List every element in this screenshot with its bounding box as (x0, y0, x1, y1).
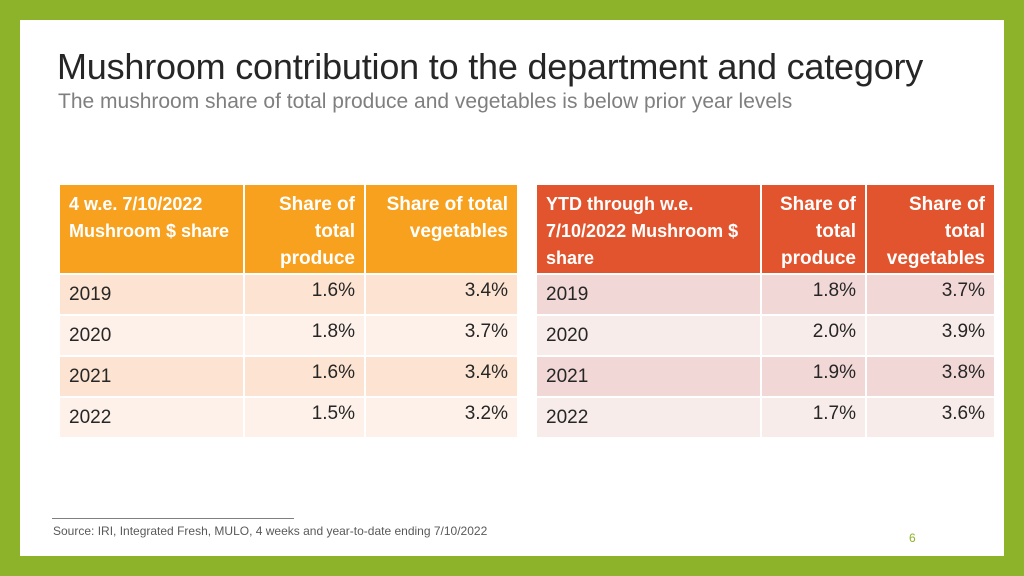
row-year: 2022 (60, 398, 243, 437)
table-row: 2019 1.6% 3.4% (60, 275, 517, 314)
table-header-row: YTD through w.e. 7/10/2022 Mushroom $ sh… (537, 185, 994, 273)
row-share-produce: 1.8% (762, 275, 865, 314)
header-share-produce: Share of total produce (245, 185, 364, 273)
four-week-share-table: 4 w.e. 7/10/2022 Mushroom $ share Share … (58, 183, 519, 439)
row-year: 2019 (60, 275, 243, 314)
row-share-vegetables: 3.4% (366, 275, 517, 314)
row-share-vegetables: 3.2% (366, 398, 517, 437)
row-year: 2021 (60, 357, 243, 396)
row-share-produce: 1.6% (245, 275, 364, 314)
row-share-produce: 1.7% (762, 398, 865, 437)
table-row: 2021 1.9% 3.8% (537, 357, 994, 396)
row-share-vegetables: 3.8% (867, 357, 994, 396)
source-note: Source: IRI, Integrated Fresh, MULO, 4 w… (53, 524, 488, 538)
row-share-produce: 1.9% (762, 357, 865, 396)
row-year: 2022 (537, 398, 760, 437)
row-share-vegetables: 3.9% (867, 316, 994, 355)
ytd-share-table: YTD through w.e. 7/10/2022 Mushroom $ sh… (535, 183, 996, 439)
row-share-produce: 1.8% (245, 316, 364, 355)
row-year: 2019 (537, 275, 760, 314)
header-label: YTD through w.e. 7/10/2022 Mushroom $ sh… (537, 185, 760, 273)
table-row: 2022 1.7% 3.6% (537, 398, 994, 437)
table-row: 2019 1.8% 3.7% (537, 275, 994, 314)
page-number: 6 (909, 531, 916, 545)
table-header-row: 4 w.e. 7/10/2022 Mushroom $ share Share … (60, 185, 517, 273)
header-share-vegetables: Share of total vegetables (366, 185, 517, 273)
header-share-produce: Share of total produce (762, 185, 865, 273)
row-share-produce: 2.0% (762, 316, 865, 355)
slide-subtitle: The mushroom share of total produce and … (58, 90, 793, 113)
row-share-produce: 1.6% (245, 357, 364, 396)
table-row: 2020 1.8% 3.7% (60, 316, 517, 355)
row-year: 2021 (537, 357, 760, 396)
row-share-vegetables: 3.4% (366, 357, 517, 396)
row-year: 2020 (537, 316, 760, 355)
row-share-vegetables: 3.7% (867, 275, 994, 314)
table-row: 2021 1.6% 3.4% (60, 357, 517, 396)
row-share-vegetables: 3.6% (867, 398, 994, 437)
footnote-divider (52, 518, 294, 519)
table-row: 2022 1.5% 3.2% (60, 398, 517, 437)
header-label: 4 w.e. 7/10/2022 Mushroom $ share (60, 185, 243, 273)
table-row: 2020 2.0% 3.9% (537, 316, 994, 355)
row-share-produce: 1.5% (245, 398, 364, 437)
row-year: 2020 (60, 316, 243, 355)
slide: Mushroom contribution to the department … (20, 20, 1004, 556)
header-share-vegetables: Share of total vegetables (867, 185, 994, 273)
row-share-vegetables: 3.7% (366, 316, 517, 355)
slide-title: Mushroom contribution to the department … (57, 46, 924, 87)
